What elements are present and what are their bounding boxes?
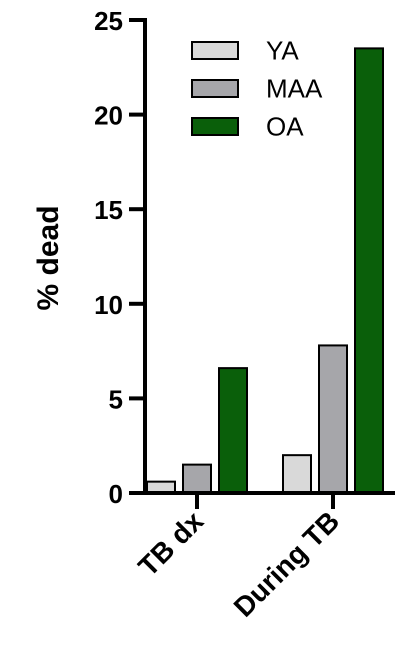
x-axis: TB dx During TB (132, 491, 395, 623)
bar-ya-1 (282, 454, 312, 495)
bar-oa-1 (354, 47, 384, 494)
legend-label-ya: YA (266, 36, 299, 66)
legend-swatch-maa (191, 79, 239, 98)
legend-swatch-oa (191, 117, 239, 136)
x-category-label: During TB (228, 505, 346, 623)
y-tick-label: 0 (109, 479, 123, 509)
y-tick-label: 25 (94, 6, 123, 36)
y-tick-label: 20 (94, 101, 123, 131)
bar-oa-0 (218, 367, 248, 494)
legend: YA MAA OA (191, 36, 323, 142)
bars (146, 47, 384, 495)
bar-maa-0 (182, 463, 212, 494)
y-tick-label: 10 (94, 290, 123, 320)
y-tick-label: 5 (109, 384, 123, 414)
y-axis-title: % dead (32, 205, 65, 310)
legend-label-oa: OA (266, 112, 304, 142)
y-tick-label: 15 (94, 195, 123, 225)
legend-label-maa: MAA (266, 74, 323, 104)
x-category-label: TB dx (132, 505, 209, 582)
bar-maa-1 (318, 344, 348, 495)
y-axis: 0 5 10 15 20 25 (94, 6, 147, 509)
legend-swatch-ya (191, 41, 239, 60)
